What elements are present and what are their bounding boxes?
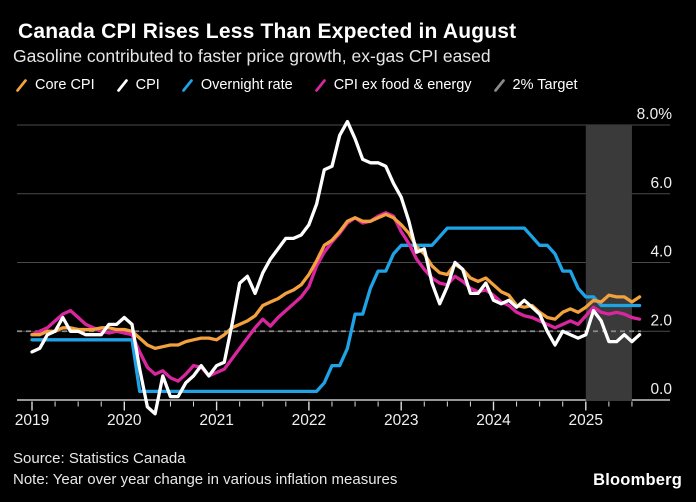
x-axis-label-2024: 2024: [476, 412, 511, 429]
legend-label: 2% Target: [512, 77, 578, 93]
x-axis-label-2021: 2021: [199, 412, 233, 429]
source-note-block: Source: Statistics Canada Note: Year ove…: [13, 448, 397, 490]
y-axis-label-2.0: 2.0: [650, 312, 672, 329]
series-line-core-cpi: [30, 212, 642, 351]
legend-label: CPI: [135, 77, 160, 93]
series-line-cpi: [30, 119, 642, 416]
legend-item-core-cpi: Core CPI: [15, 77, 95, 93]
legend-slash-icon: [314, 78, 326, 92]
legend-slash-icon: [116, 78, 128, 92]
highlight-band-2025: [585, 125, 632, 401]
y-axis-label-0.0: 0.0: [650, 381, 672, 398]
legend-item-cpi-ex-food-energy: CPI ex food & energy: [314, 77, 472, 93]
legend-label: CPI ex food & energy: [333, 77, 472, 93]
x-axis-label-2022: 2022: [292, 412, 326, 429]
legend-slash-icon: [493, 78, 505, 92]
legend-slash-icon: [16, 78, 27, 92]
legend: Core CPI CPI Overnight rate CPI ex food & e…: [15, 77, 682, 93]
legend-item-2-target: 2% Target: [493, 77, 578, 93]
series-line-overnight-rate: [30, 226, 642, 394]
legend-label: Core CPI: [35, 77, 95, 93]
chart-title: Canada CPI Rises Less Than Expected in A…: [18, 20, 517, 43]
chart-canvas: 2019 2020 2021 2022 2023 2024 2025 8.0% 6.0 4.0 2.…: [15, 106, 673, 429]
y-axis-label-4.0: 4.0: [650, 244, 672, 261]
y-axis-label-8.0%: 8.0%: [637, 106, 673, 123]
legend-item-overnight-rate: Overnight rate: [181, 77, 293, 93]
legend-item-cpi: CPI: [116, 77, 160, 93]
line-chart: 2019 2020 2021 2022 2023 2024 2025 8.0% 6.0 4.0 2.…: [0, 98, 696, 445]
bloomberg-logo: Bloomberg: [593, 471, 682, 489]
chart-footer: Source: Statistics Canada Note: Year ove…: [13, 448, 682, 490]
chart-subtitle: Gasoline contributed to faster price gro…: [13, 46, 491, 66]
legend-slash-icon: [181, 78, 193, 92]
x-axis-label-2023: 2023: [384, 412, 418, 429]
legend-label: Overnight rate: [200, 77, 293, 93]
y-axis-label-6.0: 6.0: [650, 175, 672, 192]
note-text: Note: Year over year change in various i…: [13, 471, 398, 488]
source-text: Source: Statistics Canada: [13, 450, 186, 467]
x-axis-label-2025: 2025: [569, 412, 603, 429]
x-axis-label-2020: 2020: [107, 412, 142, 429]
x-axis-label-2019: 2019: [15, 412, 49, 429]
chart-header: Canada CPI Rises Less Than Expected in A…: [0, 0, 696, 93]
